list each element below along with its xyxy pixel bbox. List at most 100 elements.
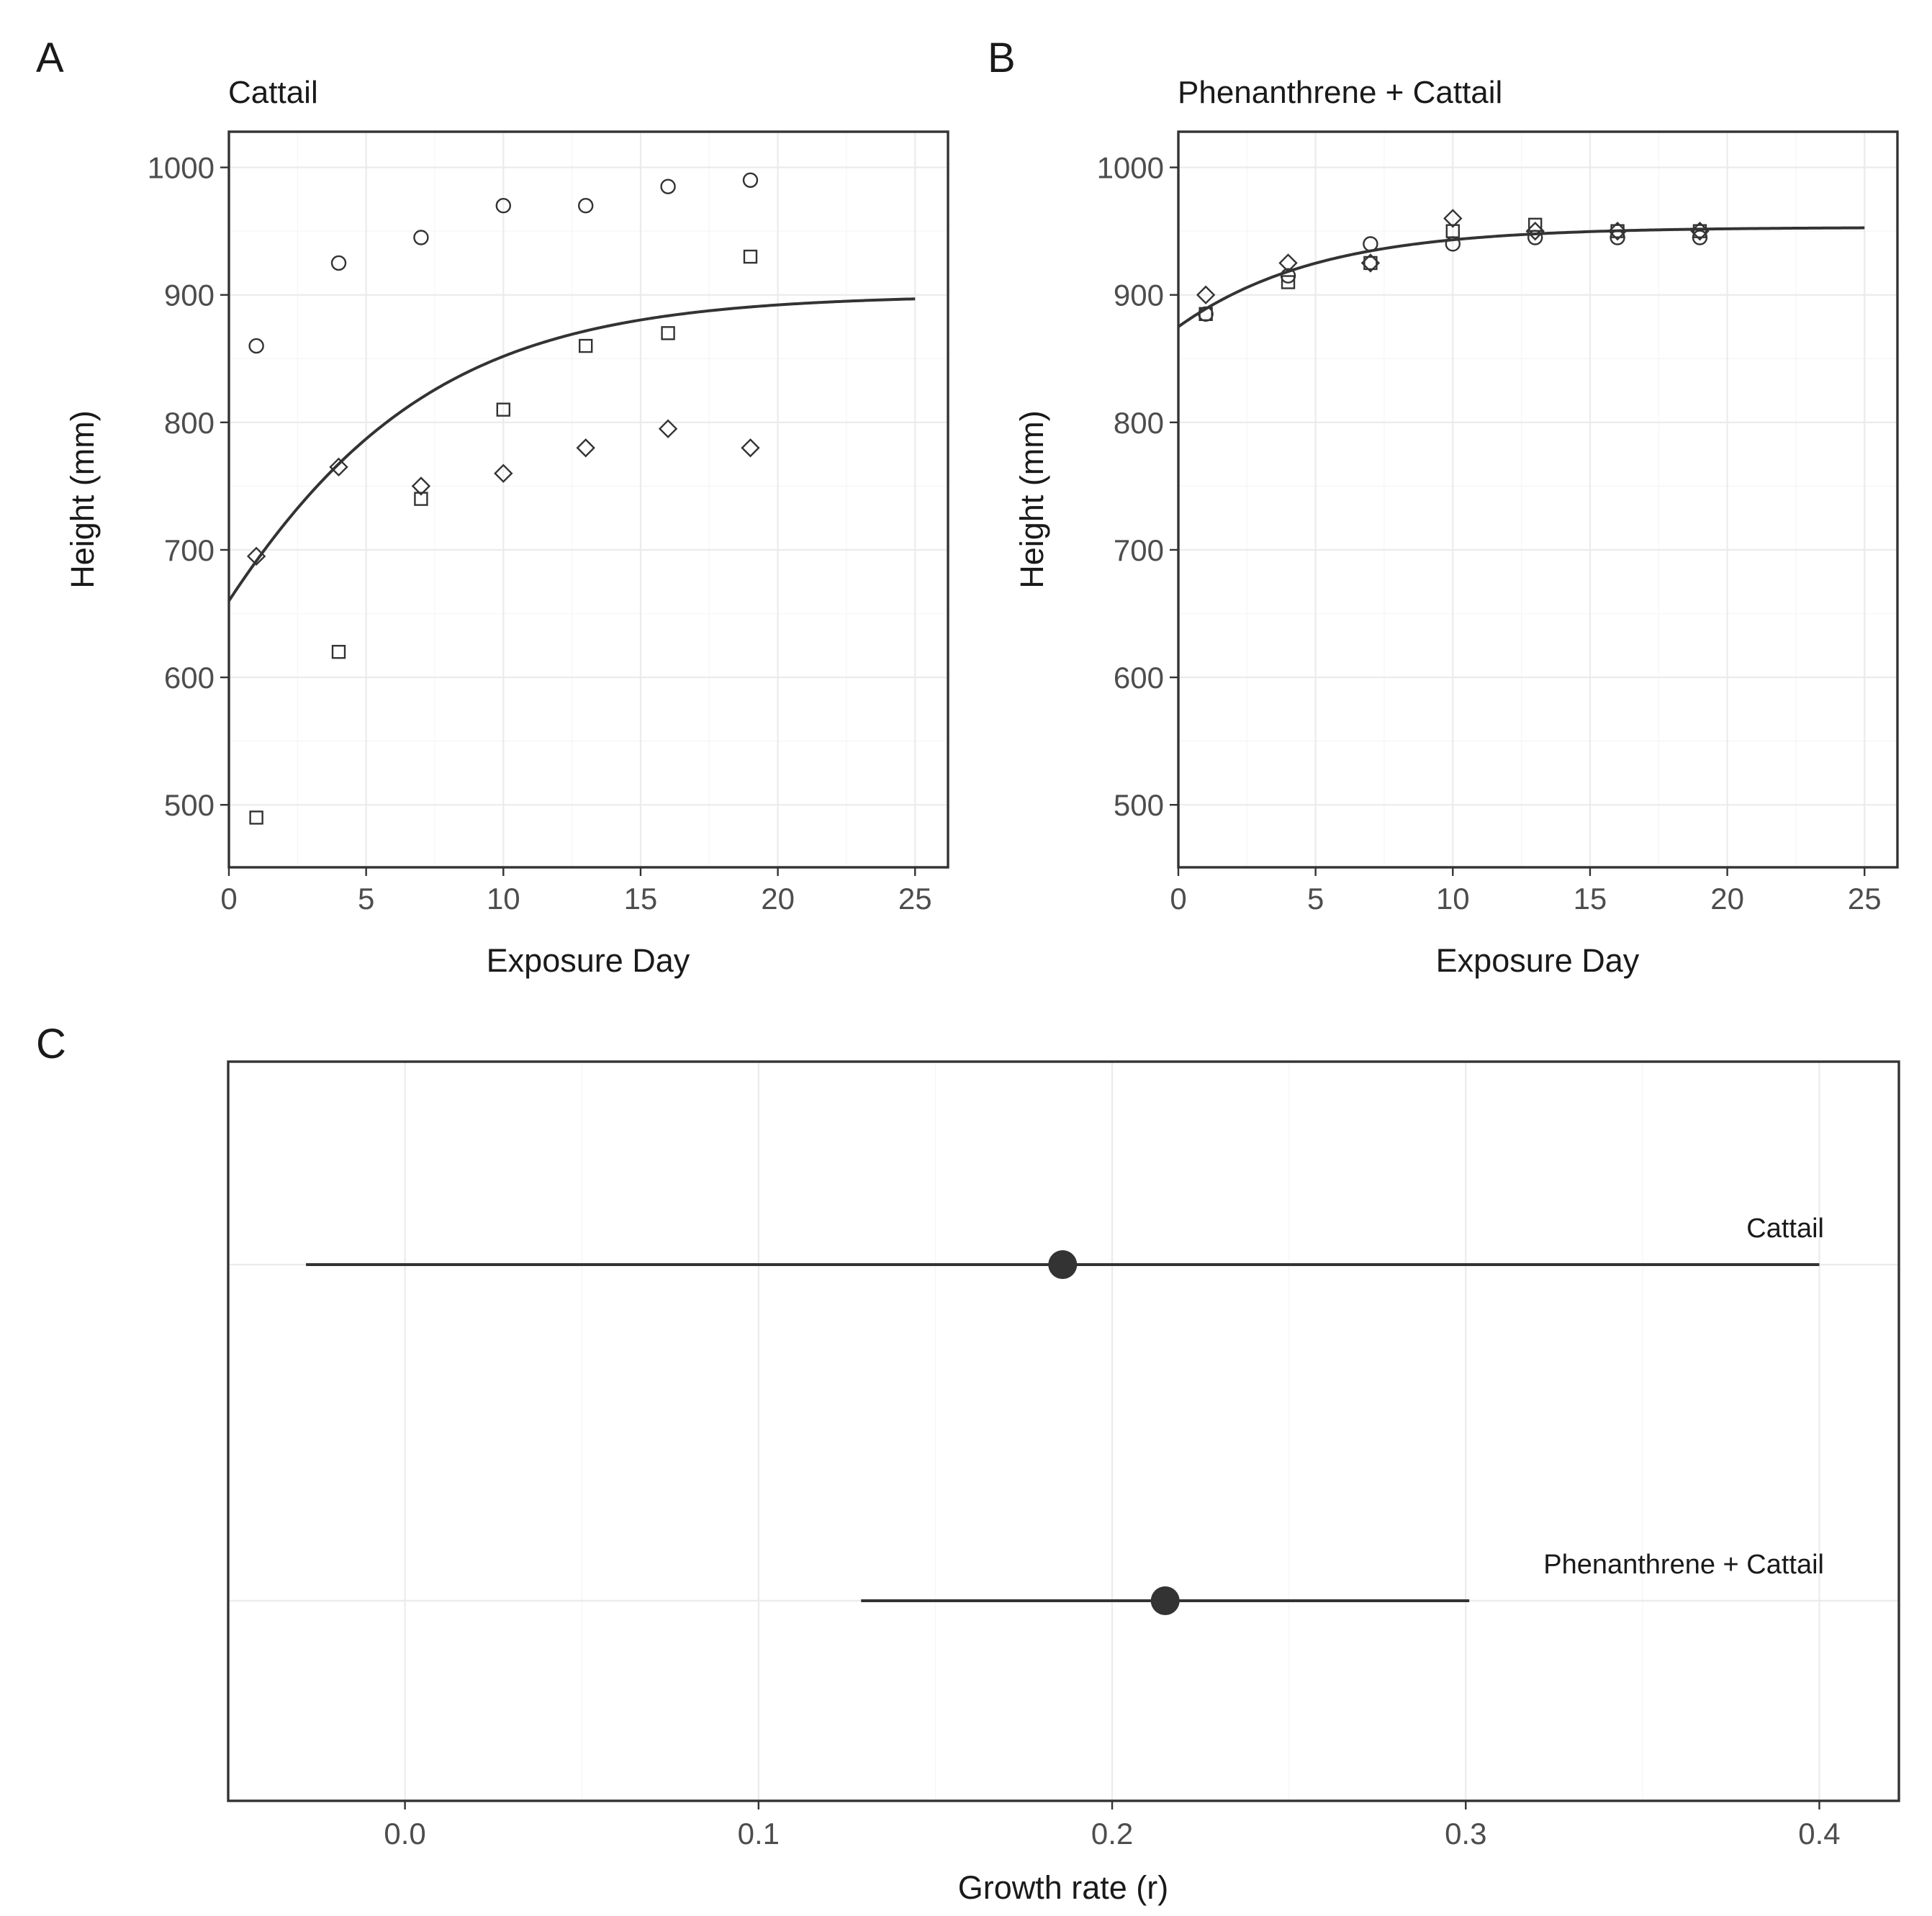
panel-b-y-tick-labels: 500 600 700 800 900 1000: [1097, 151, 1164, 823]
data-point-diamond: [1443, 209, 1463, 228]
y-tick-label: 1000: [1097, 151, 1164, 185]
data-point-diamond: [1690, 221, 1710, 241]
data-point-circle: [660, 179, 676, 194]
panel-letter-a: A: [36, 35, 64, 81]
data-point-circle: [495, 198, 511, 214]
data-point-square: [1281, 275, 1296, 289]
panel-a-fit: [227, 297, 916, 602]
panel-b-grid: [1177, 132, 1897, 867]
panel-c-ticks: [404, 1801, 1820, 1809]
y-tick-label: 600: [164, 661, 215, 695]
data-point-square: [1527, 217, 1543, 232]
y-tick-label: 800: [164, 406, 215, 440]
y-tick-label: 700: [164, 533, 215, 567]
panel-c-intervals: [306, 1250, 1820, 1615]
data-point-circle: [577, 198, 594, 214]
panel-a-y-tick-labels: 500 600 700 800 900 1000: [148, 151, 215, 823]
x-tick-label: 5: [358, 882, 374, 916]
x-tick-label: 0.2: [1091, 1817, 1133, 1851]
data-point-diamond: [741, 438, 760, 458]
y-tick-label: 500: [164, 788, 215, 822]
panel-c-x-tick-labels: 0.0 0.1 0.2 0.3 0.4: [384, 1817, 1840, 1851]
panel-b-x-tick-labels: 0 5 10 15 20 25: [1170, 882, 1881, 916]
x-tick-label: 15: [1574, 882, 1607, 916]
logistic-fit-curve: [227, 297, 916, 602]
panel-b-title: Phenanthrene + Cattail: [1178, 75, 1502, 110]
data-point-square: [414, 492, 428, 506]
panel-b-x-axis-title: Exposure Day: [1436, 942, 1640, 979]
data-point-circle: [413, 230, 429, 245]
panel-a-points: [246, 172, 760, 825]
data-point-diamond: [1278, 253, 1298, 273]
data-point-square: [331, 644, 346, 659]
y-tick-label: 900: [164, 279, 215, 312]
panel-a-grid: [227, 132, 948, 867]
data-point-diamond: [246, 546, 266, 566]
data-point-diamond: [411, 476, 431, 496]
data-point-square: [496, 402, 510, 417]
panel-a: A Cattail 0 5 10 15 20 25 500 600 700 800 900 1000…: [36, 35, 949, 979]
panel-b-ticks: [1170, 166, 1866, 876]
data-point-diamond: [1360, 253, 1381, 273]
x-tick-label: 20: [1710, 882, 1744, 916]
point-estimate: [1150, 1586, 1180, 1615]
panel-b-plot-frame: [1177, 130, 1899, 869]
data-point-square: [1199, 307, 1213, 321]
panel-b-points: [1196, 209, 1710, 322]
data-point-diamond: [329, 457, 348, 477]
panel-b-y-axis-title: Height (mm): [1014, 410, 1050, 589]
data-point-circle: [742, 172, 759, 189]
data-point-diamond: [1196, 285, 1216, 304]
x-tick-label: 0.1: [738, 1817, 780, 1851]
panel-c-plot-frame: [227, 1060, 1900, 1802]
x-tick-label: 25: [1848, 882, 1882, 916]
x-tick-label: 0: [220, 882, 237, 916]
data-point-diamond: [494, 464, 513, 483]
panel-c-row-labels: Cattail Phenanthrene + Cattail: [1543, 1214, 1824, 1580]
data-point-square: [578, 338, 593, 353]
panel-a-title: Cattail: [228, 75, 318, 110]
x-tick-label: 0.4: [1798, 1817, 1840, 1851]
x-tick-label: 10: [1436, 882, 1470, 916]
panel-c-x-axis-title: Growth rate (r): [958, 1869, 1169, 1906]
data-point-circle: [1363, 236, 1378, 252]
x-tick-label: 0.3: [1445, 1817, 1486, 1851]
y-tick-label: 900: [1114, 279, 1164, 312]
x-tick-label: 0: [1170, 882, 1186, 916]
y-tick-label: 600: [1114, 661, 1164, 695]
row-label: Cattail: [1746, 1214, 1824, 1244]
x-tick-label: 10: [487, 882, 520, 916]
data-point-square: [1610, 224, 1625, 238]
data-point-square: [1445, 224, 1460, 238]
panel-a-plot-frame: [227, 130, 949, 869]
point-estimate: [1048, 1250, 1078, 1279]
x-tick-label: 15: [624, 882, 658, 916]
x-tick-label: 5: [1307, 882, 1324, 916]
data-point-diamond: [1525, 221, 1545, 241]
panel-a-x-axis-title: Exposure Day: [487, 942, 690, 979]
panel-c-grid: [228, 1062, 1899, 1801]
panel-letter-b: B: [988, 35, 1016, 81]
x-tick-label: 0.0: [384, 1817, 425, 1851]
y-tick-label: 500: [1114, 788, 1164, 822]
panel-b: B Phenanthrene + Cattail 0 5 10 15 20 25 500 6…: [988, 35, 1899, 979]
panel-letter-c: C: [36, 1021, 66, 1067]
y-tick-label: 1000: [148, 151, 215, 185]
row-label: Phenanthrene + Cattail: [1543, 1550, 1824, 1580]
data-point-square: [1692, 224, 1707, 238]
data-point-diamond: [576, 438, 595, 458]
panel-a-y-axis-title: Height (mm): [64, 410, 101, 589]
data-point-square: [661, 326, 675, 340]
data-point-circle: [248, 338, 264, 354]
y-tick-label: 800: [1114, 406, 1164, 440]
data-point-circle: [330, 255, 347, 271]
data-point-square: [1363, 256, 1378, 271]
panel-a-x-tick-labels: 0 5 10 15 20 25: [220, 882, 931, 916]
data-point-square: [743, 249, 758, 264]
x-tick-label: 25: [898, 882, 932, 916]
x-tick-label: 20: [761, 882, 795, 916]
data-point-square: [249, 810, 263, 825]
data-point-diamond: [658, 419, 678, 438]
